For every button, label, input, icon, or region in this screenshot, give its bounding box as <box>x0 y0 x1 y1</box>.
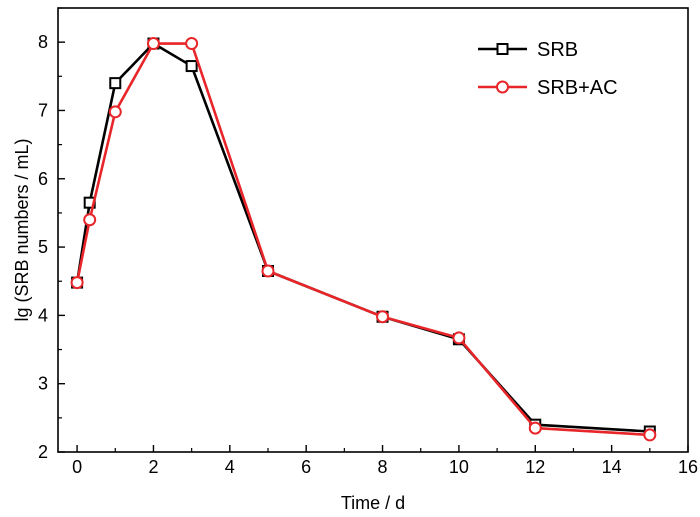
data-point-srb-ac <box>452 331 466 345</box>
legend-label-srb: SRB <box>537 39 578 61</box>
x-tick-label: 4 <box>225 457 235 477</box>
legend-item-srb: SRB <box>478 39 578 61</box>
x-tick-label: 0 <box>72 457 82 477</box>
x-axis-ticks: 0 2 4 6 8 10 12 14 16 <box>72 445 698 477</box>
y-tick-label: 7 <box>38 100 48 120</box>
y-tick-label: 8 <box>38 32 48 52</box>
x-axis-title: Time / d <box>341 493 405 513</box>
legend-label-srb-ac: SRB+AC <box>537 77 618 99</box>
data-point-srb-ac <box>185 37 199 51</box>
legend-item-srb-ac: SRB+AC <box>478 77 618 99</box>
y-tick-label: 6 <box>38 169 48 189</box>
series-srb-ac <box>70 37 657 442</box>
plot-border <box>57 7 689 453</box>
legend-marker-srb <box>496 43 509 55</box>
series-line-srb <box>75 42 650 433</box>
x-tick-label: 16 <box>678 457 698 477</box>
data-point-srb-ac <box>83 213 97 227</box>
y-tick-label: 2 <box>38 442 48 462</box>
data-point-srb-ac <box>108 105 122 119</box>
series-line-srb-ac <box>75 42 650 437</box>
y-axis-ticks: 2 3 4 5 6 7 8 <box>38 7 65 462</box>
y-axis-title: lg (SRB numbers / mL) <box>12 138 32 321</box>
y-tick-label: 3 <box>38 374 48 394</box>
x-tick-label: 8 <box>378 457 388 477</box>
data-point-srb-ac <box>643 428 657 442</box>
x-tick-label: 12 <box>525 457 545 477</box>
y-tick-label: 5 <box>38 237 48 257</box>
plot-frame <box>57 7 689 453</box>
x-tick-label: 6 <box>301 457 311 477</box>
data-point-srb <box>185 60 198 73</box>
data-point-srb-ac <box>70 276 84 290</box>
x-tick-label: 14 <box>602 457 622 477</box>
series-layer <box>70 37 657 442</box>
data-point-srb <box>109 77 122 90</box>
x-tick-label: 10 <box>449 457 469 477</box>
legend: SRB SRB+AC <box>478 39 618 99</box>
data-point-srb-ac <box>146 37 160 51</box>
x-tick-label: 2 <box>148 457 158 477</box>
data-point-srb-ac <box>261 264 275 278</box>
data-point-srb-ac <box>376 310 390 324</box>
y-tick-label: 4 <box>38 305 48 325</box>
data-point-srb-ac <box>528 421 542 435</box>
legend-marker-srb-ac <box>496 80 509 94</box>
